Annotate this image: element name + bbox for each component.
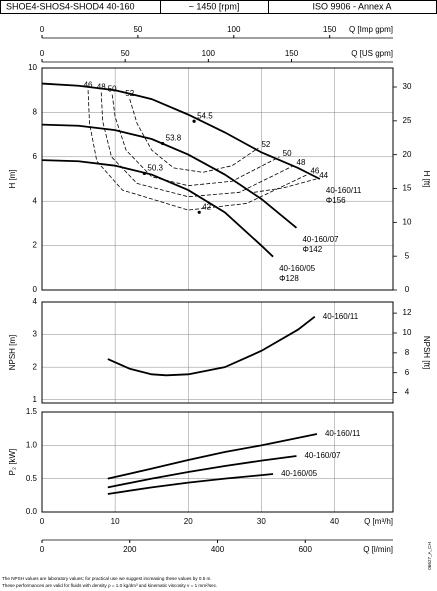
top-tick-label: 50 [121,49,130,58]
x-tick-label: 10 [111,517,120,526]
top-axis-label: Q [US gpm] [351,49,393,58]
y-tick-label: 3 [33,330,38,339]
curve [107,455,297,489]
efficiency-curve [111,94,280,187]
y2-tick-label: 10 [403,328,412,337]
header-speed: ~ 1450 [rpm] [189,1,240,11]
x-tick-label: 20 [184,517,193,526]
top-tick-label: 0 [40,25,45,34]
x-axis-label: Q [m³/h] [364,517,393,526]
efficiency-label: 46 [310,167,319,176]
footnote: These performances are valid for fluids … [2,583,217,588]
y-tick-label: 2 [33,362,38,371]
drawing-code: 06627_A_CH [427,542,432,570]
curve [107,433,318,480]
efficiency-point [142,171,146,176]
top-tick-label: 0 [40,49,45,58]
y-tick-label: 1.5 [26,407,38,416]
curve-label: 40-160/05 [281,469,318,478]
x2-tick-label: 0 [40,545,45,554]
curve [41,123,298,229]
header-standard: ISO 9906 - Annex A [312,1,391,11]
y2-tick-label: 0 [405,285,410,294]
y2-tick-label: 10 [403,217,412,226]
y2-tick-label: 25 [403,116,412,125]
point-label: 53.8 [166,134,182,143]
y-tick-label: 4 [33,297,38,306]
x2-tick-label: 200 [123,545,137,554]
y-tick-label: 0.0 [26,507,38,516]
top-axis-label: Q [Imp gpm] [349,25,393,34]
y2-tick-label: 5 [405,251,410,260]
curve [41,82,321,180]
y-tick-label: 10 [28,63,37,72]
point-label: 50.3 [147,164,163,173]
top-tick-label: 50 [133,25,142,34]
x2-tick-label: 400 [211,545,225,554]
curve-label: 40-160/11 [325,429,361,438]
efficiency-label: 48 [97,83,106,92]
efficiency-label: 46 [84,80,93,89]
y-axis-label: NPSH [m] [8,335,17,371]
y2-tick-label: 6 [405,368,410,377]
curve-label: 40-160/05 [279,264,316,273]
efficiency-point [161,141,165,146]
efficiency-curve [254,178,317,193]
efficiency-point [192,119,196,123]
curve [107,315,316,377]
y2-tick-label: 12 [403,308,412,317]
point-label: 42 [202,202,211,211]
y2-tick-label: 20 [403,150,412,159]
efficiency-label: 52 [261,140,270,149]
efficiency-curve [100,92,294,198]
y2-axis-label: NPSH [ft] [422,336,431,369]
plot-frame [41,411,394,513]
curve [107,473,274,495]
y2-tick-label: 30 [403,82,412,91]
x-tick-label: 30 [257,517,266,526]
efficiency-point [197,210,201,214]
y-axis-label: P₂ [kW] [8,449,17,476]
curve-label: 40-160/11 [326,186,362,195]
y-tick-label: 4 [33,196,38,205]
top-tick-label: 150 [285,49,299,58]
efficiency-label: 50 [283,149,292,158]
efficiency-curve [129,98,259,173]
curve-note: Φ142 [302,245,322,254]
x2-axis-label: Q [l/min] [363,545,393,554]
y-tick-label: 0 [33,285,38,294]
x2-tick-label: 600 [299,545,313,554]
curve-label: 40-160/07 [302,235,339,244]
y-tick-label: 6 [33,152,38,161]
y-tick-label: 2 [33,241,38,250]
y-tick-label: 0.5 [26,474,38,483]
efficiency-curve [87,90,308,211]
top-tick-label: 100 [202,49,216,58]
y2-tick-label: 15 [403,184,412,193]
top-tick-label: 100 [227,25,241,34]
curve-note: Φ156 [326,196,346,205]
x-tick-label: 40 [330,517,339,526]
y2-tick-label: 4 [405,388,410,397]
curve-label: 40-160/11 [323,312,359,321]
plot-frame [41,67,394,291]
x-tick-label: 0 [40,517,45,526]
y2-axis-label: H [ft] [422,171,431,188]
y-axis-label: H [m] [8,169,17,188]
point-label: 54.5 [197,111,213,120]
y2-tick-label: 8 [405,348,410,357]
curve-note: Φ128 [279,274,299,283]
curve-label: 40-160/07 [304,451,341,460]
y-tick-label: 1.0 [26,440,38,449]
curve [41,159,274,258]
top-tick-label: 150 [323,25,337,34]
y-tick-label: 1 [33,395,38,404]
footnote: The NPSH values are laboratory values; f… [2,576,212,581]
efficiency-label: 44 [319,171,328,180]
y-tick-label: 8 [33,108,38,117]
header-model: SHOE4-SHOS4-SHOD4 40-160 [6,1,135,11]
efficiency-label: 48 [297,158,306,167]
